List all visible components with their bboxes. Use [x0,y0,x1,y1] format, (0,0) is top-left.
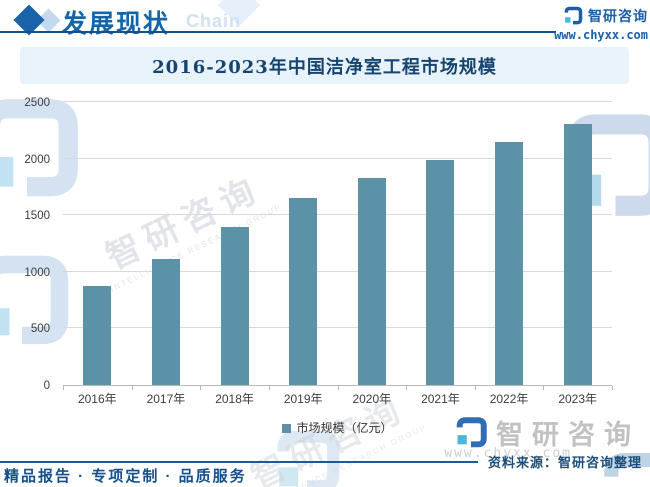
x-tick-mark [612,386,613,390]
x-tick-label: 2022年 [489,392,529,406]
x-axis-labels: 2016年 2017年 2018年 2019年 2020年 2021年 2022年 2023年 [63,390,612,407]
header-divider [0,31,556,33]
footer-brand-logo-icon [454,416,488,450]
bar-2016年 [83,285,112,385]
brand-logo-icon [563,6,583,26]
bar-slot [63,102,132,385]
plot-area [63,101,612,386]
x-tick-mark [406,386,408,390]
bar-slot [269,102,338,385]
y-tick-label: 1500 [24,210,50,223]
legend-marker [282,424,292,433]
gridline-2500 [63,101,612,102]
x-tick-label: 2019年 [283,392,323,406]
footer-divider [0,461,478,463]
gridline-500 [63,327,612,329]
y-tick-label: 1000 [24,266,50,279]
chart-title-bar: 2016-2023年中国洁净室工程市场规模 [20,47,629,84]
bar-2023年 [563,124,592,385]
gridline-1000 [63,270,612,272]
bar-slot [338,102,407,385]
bar-2017年 [151,259,180,385]
y-tick-label: 0 [43,380,50,392]
x-tick-label: 2023年 [558,392,598,406]
x-tick-label: 2020年 [352,392,392,406]
y-tick-label: 2000 [24,153,50,166]
y-tick-label: 2500 [24,97,50,109]
footer-brand: 智研咨询 [454,413,640,452]
x-tick-mark [131,386,133,390]
x-tick-mark [268,386,270,390]
bar-2018年 [220,226,249,385]
x-tick-mark [63,386,64,390]
data-source: 资料来源：智研咨询整理 [487,455,642,470]
y-axis-labels: 0 500 1000 1500 2000 2500 [22,97,56,392]
bar-slot [132,102,201,385]
footer-tagline: 精品报告 · 专项定制 · 品质服务 [4,468,247,485]
x-tick-label: 2016年 [77,392,117,406]
section-title: 发展现状 [62,10,171,38]
gridline-1500 [63,214,612,216]
y-tick-label: 500 [30,323,50,336]
footer-brand-url: www.chyxx.com [444,446,572,461]
header-background-word: Chain [186,11,242,31]
brand-name: 智研咨询 [588,8,648,24]
header-brand: 智研咨询 [563,6,648,26]
x-tick-mark [200,386,202,390]
brand-url: www.chyxx.com [554,28,648,42]
bar-slot [200,102,269,385]
footer-brand-name: 智研咨询 [496,420,640,450]
x-tick-label: 2018年 [215,392,254,406]
bar-2020年 [357,178,386,385]
x-tick-mark [337,386,339,390]
bar-2019年 [289,197,318,385]
chart-title: 2016-2023年中国洁净室工程市场规模 [152,56,497,78]
bar-slot [406,102,475,385]
legend-label: 市场规模（亿元） [296,421,393,435]
gridline-2000 [63,157,612,159]
bars [63,102,612,385]
bar-slot [543,102,612,385]
x-tick-mark [543,386,545,390]
bar-2022年 [495,142,524,385]
x-tick-label: 2017年 [146,392,186,406]
bar-2021年 [426,159,455,385]
x-tick-mark [474,386,476,390]
bar-slot [475,102,544,385]
x-axis-ticks [63,386,613,391]
x-tick-label: 2021年 [421,392,460,406]
